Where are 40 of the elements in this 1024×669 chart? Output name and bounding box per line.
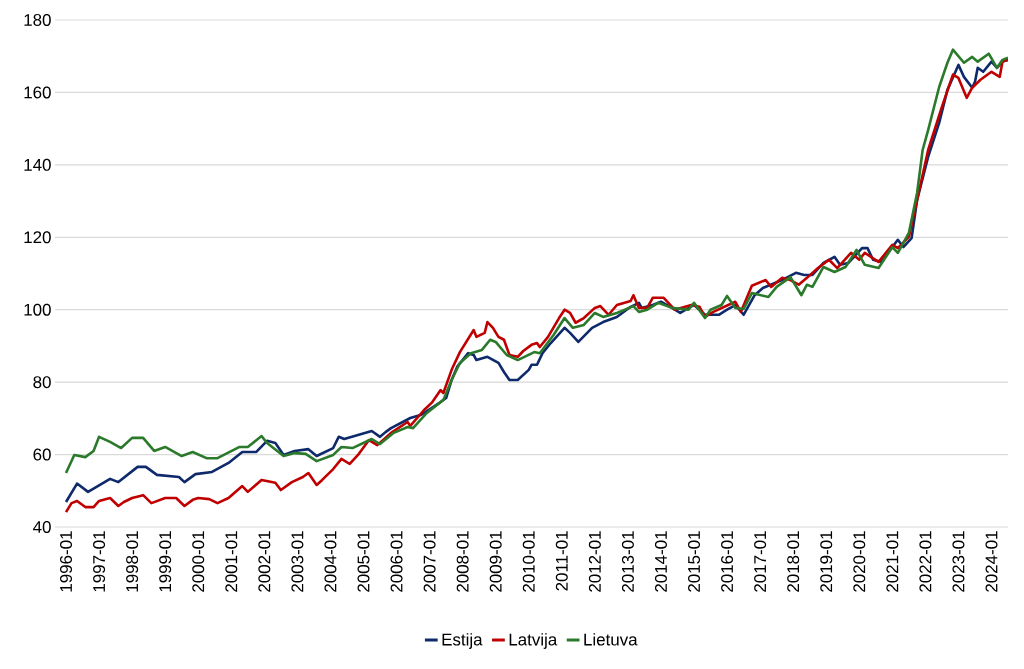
x-tick-label: 2010-01 (522, 531, 535, 592)
y-tick-label: 100 (24, 303, 51, 316)
x-tick-label: 2012-01 (588, 531, 601, 592)
y-tick-label: 80 (33, 376, 51, 389)
x-tick-label: 2016-01 (721, 531, 734, 592)
y-tick-label: 140 (24, 158, 51, 171)
x-tick-label: 2000-01 (192, 531, 205, 592)
legend-label: Lietuva (584, 633, 638, 646)
x-tick-label: 2014-01 (654, 531, 667, 592)
x-tick-label: 2024-01 (985, 531, 998, 592)
x-tick-label: 2004-01 (324, 531, 337, 592)
x-tick-label: 2006-01 (390, 531, 403, 592)
x-tick-label: 2019-01 (820, 531, 833, 592)
y-tick-label: 60 (33, 448, 51, 461)
x-tick-label: 2020-01 (853, 531, 866, 592)
x-tick-label: 2023-01 (952, 531, 965, 592)
x-tick-label: 2003-01 (291, 531, 304, 592)
x-tick-label: 2015-01 (688, 531, 701, 592)
x-tick-label: 1997-01 (93, 531, 106, 592)
x-tick-label: 2009-01 (489, 531, 502, 592)
x-tick-label: 2001-01 (225, 531, 238, 592)
x-tick-label: 2005-01 (357, 531, 370, 592)
x-tick-label: 1998-01 (126, 531, 139, 592)
x-tick-label: 2011-01 (555, 531, 568, 591)
y-tick-label: 180 (24, 14, 51, 26)
y-tick-label: 160 (24, 86, 51, 99)
x-tick-label: 2013-01 (621, 531, 634, 592)
legend-label: Estija (442, 633, 483, 649)
x-tick-label: 2008-01 (456, 531, 469, 592)
x-tick-label: 2007-01 (423, 531, 436, 592)
x-tick-label: 2022-01 (919, 531, 932, 592)
x-tick-label: 2021-01 (886, 531, 899, 592)
y-tick-label: 120 (24, 231, 51, 244)
x-tick-label: 1999-01 (159, 531, 172, 592)
y-tick-label: 40 (33, 521, 51, 533)
legend-label: Latvija (509, 633, 558, 649)
x-tick-label: 1996-01 (60, 531, 73, 592)
x-tick-label: 2017-01 (754, 531, 767, 592)
x-tick-label: 2002-01 (258, 531, 271, 592)
x-tick-label: 2018-01 (787, 531, 800, 592)
